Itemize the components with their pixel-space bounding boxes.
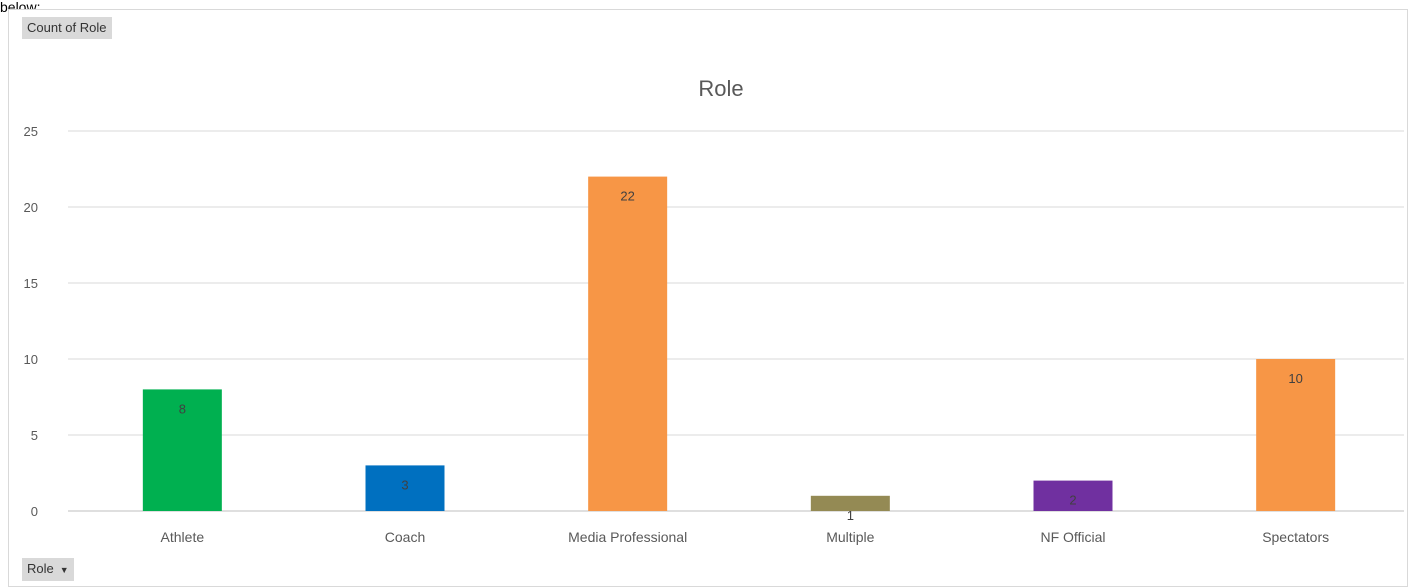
chart-area[interactable] (8, 9, 1408, 587)
gridlines (68, 130, 1404, 512)
data-labels: 8 3 22 1 2 10 (179, 189, 1303, 523)
x-tick-label: Spectators (1262, 529, 1329, 545)
bar[interactable] (1256, 359, 1336, 511)
x-tick-label: Athlete (161, 529, 205, 545)
data-label: 10 (1288, 371, 1302, 386)
data-label: 22 (620, 189, 634, 204)
bar[interactable] (142, 389, 222, 511)
bar[interactable] (365, 465, 445, 511)
x-axis-labels: Athlete Coach Media Professional Multiple NF… (161, 529, 1330, 545)
data-label: 8 (179, 401, 186, 416)
data-label: 3 (401, 477, 408, 492)
y-tick-label: 5 (31, 428, 38, 443)
bar[interactable] (1033, 480, 1113, 511)
axis-field-button[interactable]: Role ▼ (22, 558, 74, 581)
y-axis-ticks: 0 5 10 15 20 25 (24, 124, 38, 519)
values-field-button[interactable]: Count of Role (22, 17, 112, 39)
y-tick-label: 0 (31, 504, 38, 519)
data-label: 2 (1069, 493, 1076, 508)
y-tick-label: 20 (24, 200, 38, 215)
y-tick-label: 15 (24, 276, 38, 291)
y-tick-label: 10 (24, 352, 38, 367)
bar[interactable] (588, 176, 668, 511)
x-tick-label: Coach (385, 529, 425, 545)
chart-title: Role (698, 76, 743, 101)
bars (142, 176, 1336, 511)
dropdown-arrow-icon: ▼ (59, 565, 69, 575)
bar[interactable] (810, 495, 890, 511)
x-tick-label: Media Professional (568, 529, 687, 545)
values-field-label: Count of Role (27, 20, 107, 35)
data-label: 1 (847, 508, 854, 523)
x-tick-label: Multiple (826, 529, 874, 545)
x-tick-label: NF Official (1040, 529, 1105, 545)
y-tick-label: 25 (24, 124, 38, 139)
axis-field-label: Role (27, 561, 54, 576)
